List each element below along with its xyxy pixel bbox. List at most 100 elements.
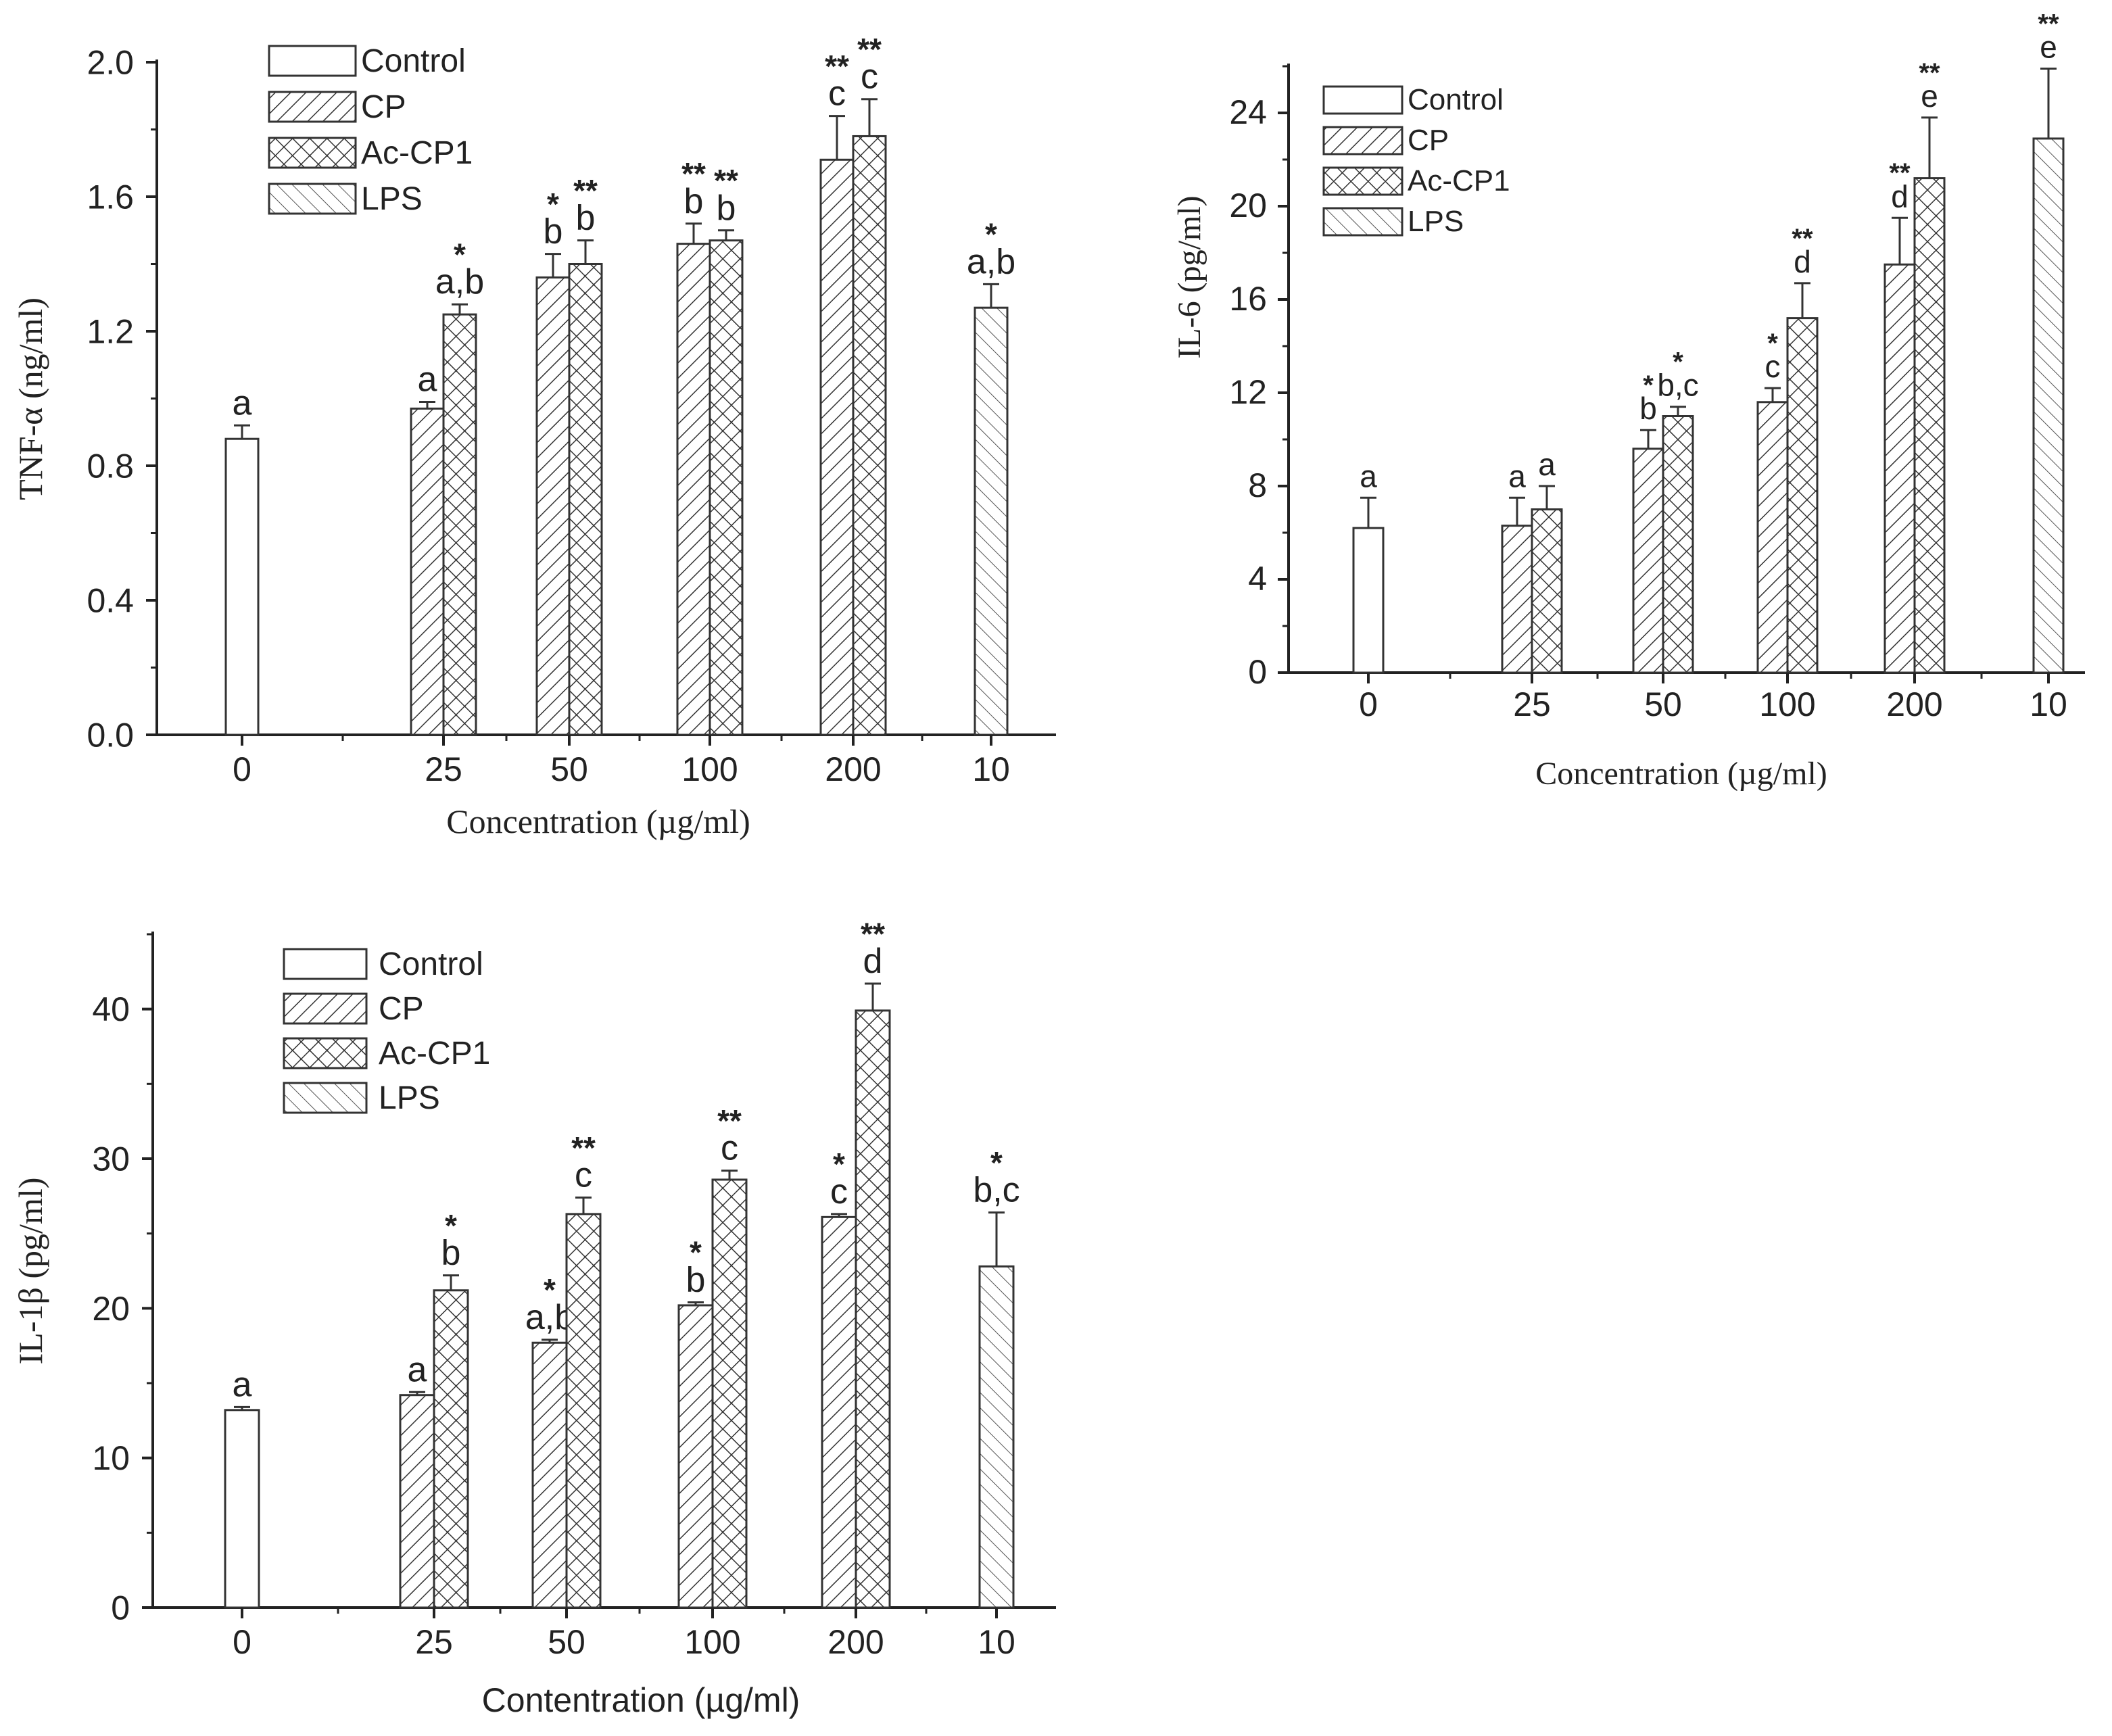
legend-label-ac-cp1: Ac-CP1 xyxy=(361,135,473,171)
y-tick-label: 30 xyxy=(92,1140,130,1178)
significance-letter: c xyxy=(861,57,878,97)
significance-stars: ** xyxy=(681,156,706,191)
il-1beta-axes xyxy=(151,932,1056,1609)
significance-stars: * xyxy=(1643,370,1654,400)
bar-cp-25 xyxy=(1501,525,1533,674)
il-6-legend: Control CP Ac-CP1 LPS xyxy=(1322,83,1510,238)
x-tick-label: 0 xyxy=(233,750,251,788)
bar-ac-cp1-25 xyxy=(433,1289,469,1609)
significance-letter: c xyxy=(721,1129,738,1168)
x-tick-label: 0 xyxy=(233,1623,251,1661)
legend-swatch-ac-cp1 xyxy=(1322,166,1403,196)
bar-cp-50 xyxy=(1632,448,1664,674)
significance-letter: c xyxy=(828,74,846,114)
il-1beta-y-axis-label: IL-1β (pg/ml) xyxy=(11,1178,49,1365)
significance-letter: b xyxy=(544,212,563,251)
il-6-x-axis-label: Concentration (µg/ml) xyxy=(1535,756,1827,792)
significance-stars: ** xyxy=(573,173,598,208)
significance-letter: c xyxy=(1765,349,1781,384)
significance-stars: * xyxy=(1767,329,1778,358)
significance-letter: a xyxy=(233,1365,252,1404)
legend-label-ac-cp1: Ac-CP1 xyxy=(379,1036,490,1071)
bar-cp-200 xyxy=(821,1215,857,1609)
significance-letter: d xyxy=(1794,244,1811,279)
y-tick-label: 4 xyxy=(1248,560,1267,598)
significance-letter: c xyxy=(575,1156,592,1195)
significance-stars: * xyxy=(454,237,466,272)
y-tick-label: 1.6 xyxy=(87,178,134,216)
legend-swatch-control xyxy=(268,45,357,77)
y-tick-label: 1.2 xyxy=(87,313,134,351)
bar-ac-cp1-100 xyxy=(711,1178,748,1609)
il-1beta-ticks: 0 10 20 30 40 0 25 50 100 200 10 xyxy=(92,933,1015,1661)
significance-letter: b xyxy=(684,182,704,221)
y-tick-label: 0.8 xyxy=(87,448,134,485)
bar-ac-cp1-100 xyxy=(1786,317,1819,674)
bar-control-0 xyxy=(224,437,260,736)
legend-label-lps: LPS xyxy=(379,1080,440,1116)
y-tick-label: 0 xyxy=(1248,653,1267,691)
legend-label-control: Control xyxy=(1408,83,1504,116)
bar-cp-50 xyxy=(531,1341,568,1609)
bar-ac-cp1-50 xyxy=(568,263,603,736)
x-tick-label: 100 xyxy=(684,1623,740,1661)
bar-cp-100 xyxy=(676,243,711,736)
tnf-alpha-y-axis-label: TNF-α (ng/ml) xyxy=(11,297,49,500)
tnf-alpha-bars: aaa,b*b* b** b**b**c** c**a,b* xyxy=(224,32,1015,736)
significance-letter: a xyxy=(233,383,252,423)
y-tick-label: 0.0 xyxy=(87,717,134,754)
bar-ac-cp1-200 xyxy=(852,135,887,736)
significance-letter: b xyxy=(717,189,736,228)
x-tick-label: 100 xyxy=(681,750,738,788)
legend-swatch-ac-cp1 xyxy=(268,137,357,169)
il-6-bars: a a ab* b,c* c*d**d**e**e** xyxy=(1352,9,2065,674)
il-6-y-axis-label: IL-6 (pg/ml) xyxy=(1172,195,1207,358)
legend-swatch-cp xyxy=(1322,126,1403,155)
significance-letter: d xyxy=(1891,178,1909,214)
legend-swatch-control xyxy=(1322,85,1403,115)
x-tick-label: 10 xyxy=(972,750,1010,788)
il-1beta-legend: Control CP Ac-CP1 LPS xyxy=(283,946,490,1116)
significance-stars: ** xyxy=(1792,224,1813,254)
significance-letter: a xyxy=(418,360,437,399)
significance-letter: a xyxy=(408,1350,427,1389)
y-tick-label: 12 xyxy=(1229,373,1267,411)
x-tick-label: 50 xyxy=(1644,685,1682,723)
bar-ac-cp1-25 xyxy=(442,313,477,736)
x-tick-label: 50 xyxy=(550,750,588,788)
bar-ac-cp1-50 xyxy=(565,1213,602,1609)
significance-letter: a xyxy=(1508,458,1526,493)
legend-swatch-lps xyxy=(1322,207,1403,237)
tnf-alpha-ticks: 0.0 0.4 0.8 1.2 1.6 2.0 0 25 50 100 200 10 xyxy=(87,44,1009,789)
x-tick-label: 200 xyxy=(825,750,881,788)
bar-cp-200 xyxy=(1883,263,1916,674)
legend-swatch-control xyxy=(283,948,368,980)
significance-letter: a,b xyxy=(435,262,484,302)
significance-letter: a xyxy=(1538,447,1556,482)
significance-letter: e xyxy=(1921,78,1938,114)
significance-stars: ** xyxy=(1889,158,1911,188)
bar-cp-200 xyxy=(819,158,855,736)
legend-label-ac-cp1: Ac-CP1 xyxy=(1408,164,1510,197)
legend-label-control: Control xyxy=(361,43,466,79)
legend-swatch-lps xyxy=(268,183,357,215)
significance-letter: a xyxy=(1360,458,1377,493)
bar-ac-cp1-200 xyxy=(855,1009,891,1609)
legend-swatch-ac-cp1 xyxy=(283,1037,368,1069)
bar-cp-100 xyxy=(677,1304,714,1609)
significance-stars: * xyxy=(547,187,559,222)
il-6-ticks: 0 4 8 12 16 20 24 0 25 50 100 200 10 xyxy=(1229,65,2067,723)
significance-stars: * xyxy=(833,1147,845,1182)
y-tick-label: 20 xyxy=(92,1290,130,1328)
significance-stars: ** xyxy=(1919,58,1940,88)
x-tick-label: 50 xyxy=(548,1623,585,1661)
y-tick-label: 8 xyxy=(1248,466,1267,504)
x-tick-label: 25 xyxy=(415,1623,453,1661)
x-tick-label: 200 xyxy=(827,1623,884,1661)
significance-stars: ** xyxy=(2038,9,2059,39)
x-tick-label: 100 xyxy=(1759,685,1815,723)
bar-cp-25 xyxy=(399,1394,435,1609)
